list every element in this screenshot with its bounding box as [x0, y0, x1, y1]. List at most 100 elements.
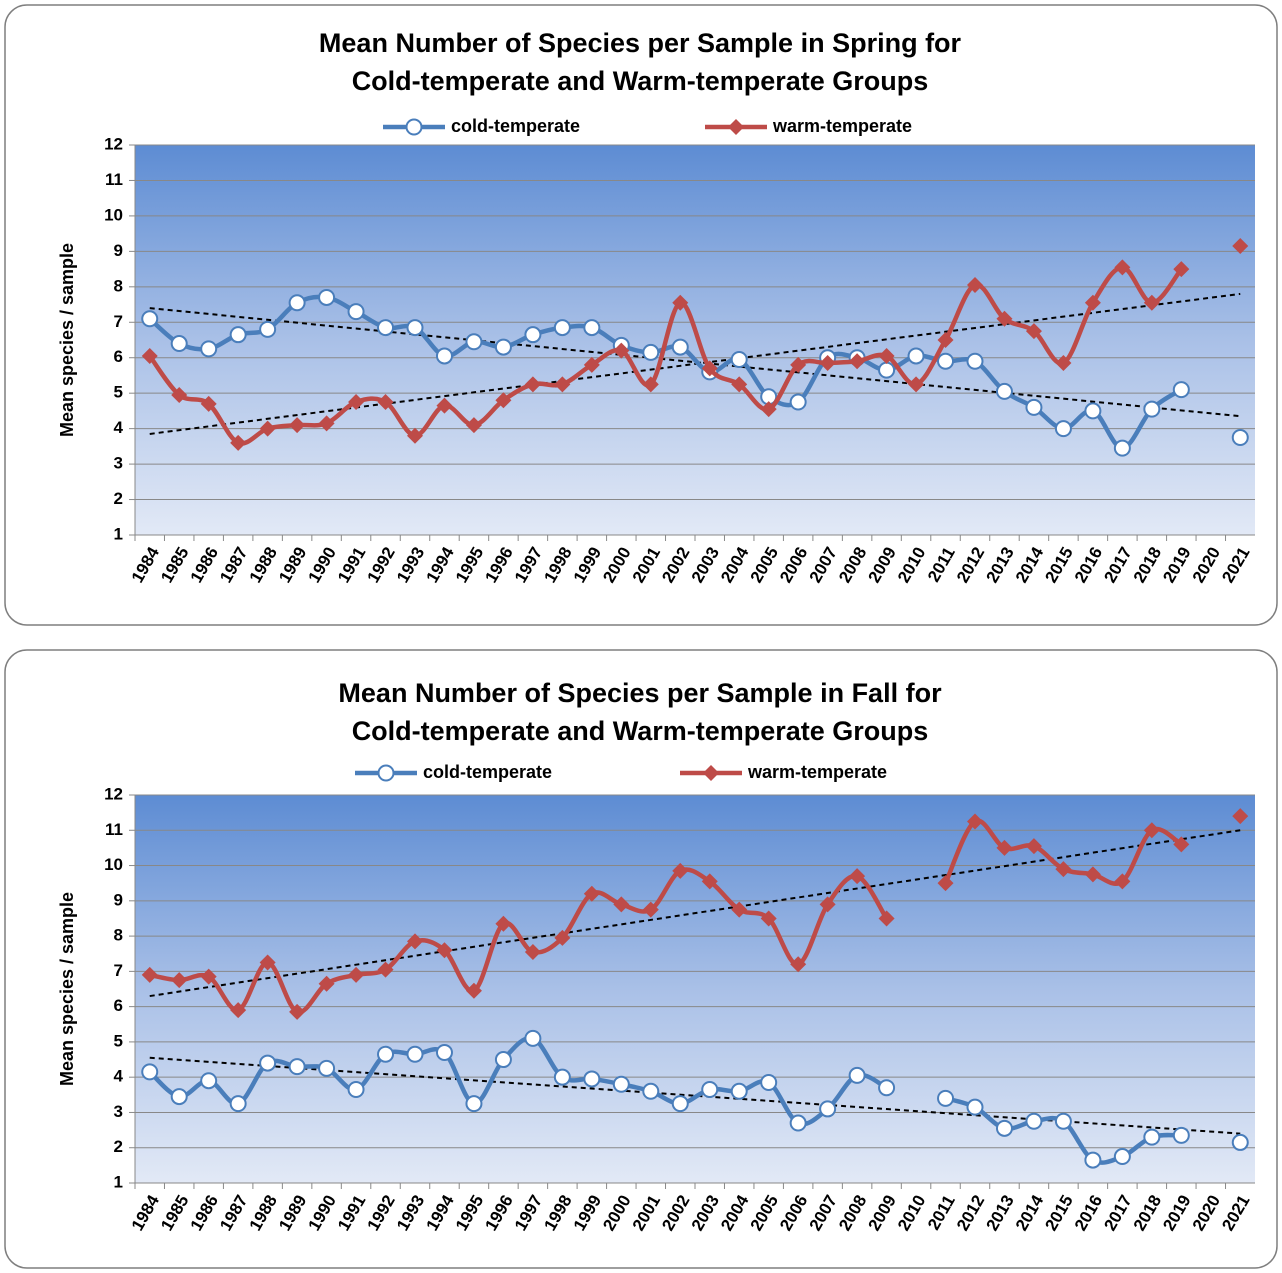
- chart-title: Mean Number of Species per Sample in Fal…: [338, 678, 942, 708]
- data-point: [966, 352, 984, 370]
- data-point: [289, 1003, 306, 1020]
- data-point: [436, 397, 453, 414]
- data-point: [760, 1073, 778, 1091]
- data-point: [141, 966, 158, 983]
- data-point: [1025, 838, 1042, 855]
- y-tick-label: 11: [105, 820, 123, 839]
- data-point: [495, 915, 512, 932]
- y-tick-label: 12: [104, 784, 123, 803]
- data-point: [789, 393, 807, 411]
- data-point: [996, 310, 1013, 327]
- legend-marker: [703, 765, 719, 781]
- data-point: [819, 896, 836, 913]
- data-point: [1054, 1112, 1072, 1130]
- data-point: [583, 885, 600, 902]
- y-tick-label: 10: [104, 855, 123, 874]
- data-point: [1173, 261, 1190, 278]
- data-point: [259, 954, 276, 971]
- data-point: [407, 427, 423, 444]
- y-axis-label: Mean species / sample: [57, 892, 77, 1086]
- trend-line: [149, 292, 1241, 435]
- data-point: [1113, 439, 1131, 457]
- data-point: [1172, 1126, 1190, 1144]
- data-point: [937, 875, 954, 892]
- data-point: [1084, 402, 1102, 420]
- data-point: [318, 288, 336, 306]
- data-point: [288, 1058, 306, 1076]
- data-point: [1113, 1148, 1131, 1166]
- data-point: [494, 1051, 512, 1069]
- data-point: [1143, 1128, 1161, 1146]
- data-point: [348, 394, 365, 411]
- data-point: [171, 972, 188, 989]
- trend-line: [149, 829, 1241, 998]
- data-point: [731, 901, 748, 918]
- data-point: [1143, 822, 1160, 839]
- data-point: [406, 319, 424, 337]
- data-point: [790, 956, 807, 973]
- data-point: [1025, 1112, 1043, 1130]
- legend-marker: [377, 764, 395, 782]
- data-point: [318, 975, 335, 992]
- legend-label: cold-temperate: [423, 762, 552, 782]
- data-point: [229, 326, 247, 344]
- data-point: [730, 351, 748, 368]
- data-point: [435, 1043, 453, 1061]
- data-point: [1055, 861, 1072, 878]
- data-point: [553, 1068, 571, 1086]
- data-point: [465, 333, 483, 351]
- data-point: [1054, 420, 1072, 438]
- data-point: [318, 1059, 336, 1077]
- data-point: [613, 342, 630, 359]
- y-tick-label: 11: [105, 170, 123, 189]
- data-point: [465, 417, 482, 434]
- data-point: [289, 417, 306, 434]
- data-point: [141, 347, 158, 364]
- data-point: [760, 401, 777, 418]
- y-tick-label: 9: [114, 241, 123, 260]
- data-point: [671, 338, 689, 356]
- legend-label: warm-temperate: [772, 116, 912, 136]
- data-point: [141, 310, 159, 328]
- data-point: [848, 1066, 866, 1084]
- data-point: [1084, 866, 1101, 883]
- data-point: [554, 376, 571, 393]
- y-tick-label: 8: [114, 926, 123, 945]
- data-point: [259, 420, 276, 437]
- data-point: [436, 942, 453, 959]
- data-point: [819, 1100, 837, 1118]
- data-point: [878, 1079, 896, 1097]
- data-point: [259, 1054, 277, 1072]
- data-point: [790, 356, 807, 373]
- data-point: [995, 382, 1013, 400]
- data-point: [1172, 381, 1190, 399]
- data-point: [1143, 400, 1161, 418]
- data-point: [1084, 1151, 1102, 1169]
- data-point: [200, 968, 217, 985]
- data-point: [200, 1072, 218, 1090]
- data-point: [937, 332, 954, 348]
- data-point: [1114, 259, 1131, 276]
- data-point: [230, 1002, 247, 1019]
- data-point: [377, 319, 395, 337]
- data-point: [908, 376, 925, 393]
- legend-marker: [405, 118, 423, 136]
- data-point: [347, 303, 365, 321]
- data-point: [524, 1029, 542, 1047]
- data-point: [200, 340, 218, 358]
- plot-area: [135, 145, 1255, 535]
- data-point: [849, 868, 866, 885]
- data-point: [1025, 323, 1042, 340]
- data-point: [672, 862, 689, 879]
- data-point: [1173, 836, 1190, 853]
- y-tick-label: 5: [114, 383, 123, 402]
- chart-title: Cold-temperate and Warm-temperate Groups: [352, 716, 929, 746]
- data-point: [967, 813, 983, 830]
- y-tick-label: 2: [114, 489, 123, 508]
- data-point: [671, 1095, 689, 1113]
- y-tick-label: 5: [114, 1031, 123, 1050]
- data-point: [229, 1095, 247, 1113]
- legend-label: warm-temperate: [747, 762, 887, 782]
- data-point: [407, 933, 423, 950]
